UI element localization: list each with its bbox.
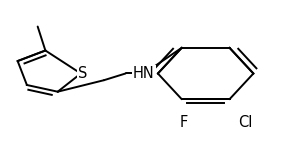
Text: Cl: Cl (238, 115, 253, 130)
Text: S: S (78, 66, 87, 81)
Text: HN: HN (133, 66, 155, 81)
Text: F: F (180, 115, 188, 130)
